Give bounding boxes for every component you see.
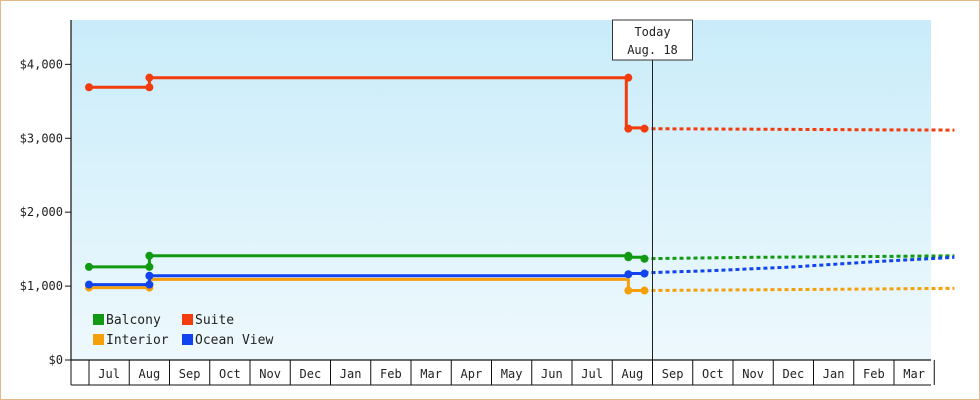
- series-suite: [85, 73, 955, 133]
- series-forecast-line: [644, 286, 955, 292]
- data-point: [624, 270, 633, 279]
- legend: Balcony Suite Interior Ocean View: [93, 313, 273, 348]
- today-label-box: [612, 19, 693, 61]
- series-balcony: [85, 251, 955, 271]
- x-month-label: Jul: [98, 367, 120, 381]
- plot-background: [71, 20, 931, 360]
- data-point: [145, 280, 154, 289]
- data-point: [640, 124, 649, 133]
- series-forecast-line: [644, 254, 955, 261]
- today-date: Aug. 18: [627, 43, 678, 57]
- legend-swatch: [93, 314, 104, 325]
- data-point: [145, 262, 154, 271]
- x-month-label: Aug: [622, 367, 644, 381]
- y-tick-label: $0: [49, 353, 63, 367]
- x-month-label: Mar: [903, 367, 925, 381]
- x-month-label: Jan: [340, 367, 362, 381]
- y-tick-label: $1,000: [20, 279, 63, 293]
- x-month-label: Aug: [139, 367, 161, 381]
- data-point: [145, 73, 154, 82]
- series-forecast-line: [644, 127, 955, 132]
- today-marker: Today Aug. 18: [612, 19, 693, 360]
- x-month-label: Feb: [863, 367, 885, 381]
- x-month-label: Jul: [581, 367, 603, 381]
- data-point: [145, 271, 154, 280]
- today-label: Today: [634, 25, 670, 39]
- y-tick-label: $3,000: [20, 131, 63, 145]
- data-point: [624, 124, 633, 133]
- data-point: [145, 83, 154, 92]
- y-axis: $0 $1,000 $2,000 $3,000 $4,000: [20, 20, 72, 367]
- data-point: [85, 262, 93, 271]
- x-month-label: Nov: [742, 367, 764, 381]
- legend-label: Suite: [195, 313, 234, 328]
- legend-label: Balcony: [106, 313, 161, 328]
- data-point: [85, 280, 93, 289]
- x-month-label: Sep: [179, 367, 201, 381]
- legend-label: Interior: [106, 333, 169, 348]
- x-month-label: Jun: [541, 367, 563, 381]
- x-month-label: Mar: [420, 367, 442, 381]
- data-point: [640, 269, 649, 278]
- legend-label: Ocean View: [195, 333, 273, 348]
- x-month-label: Oct: [219, 367, 241, 381]
- x-month-label: Oct: [702, 367, 724, 381]
- series-forecast-line: [644, 255, 955, 275]
- legend-swatch: [182, 314, 193, 325]
- data-point: [640, 254, 649, 263]
- data-point: [85, 83, 93, 92]
- data-point: [624, 73, 633, 82]
- series-ocean-view: [85, 255, 955, 289]
- x-month-label: Sep: [662, 367, 684, 381]
- legend-swatch: [182, 334, 193, 345]
- x-month-label: Jan: [823, 367, 845, 381]
- x-month-label: Apr: [461, 367, 483, 381]
- data-point: [624, 286, 633, 295]
- series-lines: [85, 73, 955, 295]
- data-point: [145, 251, 154, 260]
- data-point: [624, 253, 633, 262]
- y-tick-label: $2,000: [20, 205, 63, 219]
- x-axis: Jul Aug Sep Oct Nov Dec Jan Feb Mar Apr May Jun Jul A…: [70, 359, 935, 386]
- x-month-label: Dec: [300, 367, 322, 381]
- x-month-label: Dec: [783, 367, 805, 381]
- y-tick-label: $4,000: [20, 57, 63, 71]
- x-month-label: May: [501, 367, 523, 381]
- x-month-label: Feb: [380, 367, 402, 381]
- x-month-label: Nov: [259, 367, 281, 381]
- data-point: [640, 286, 649, 295]
- legend-swatch: [93, 334, 104, 345]
